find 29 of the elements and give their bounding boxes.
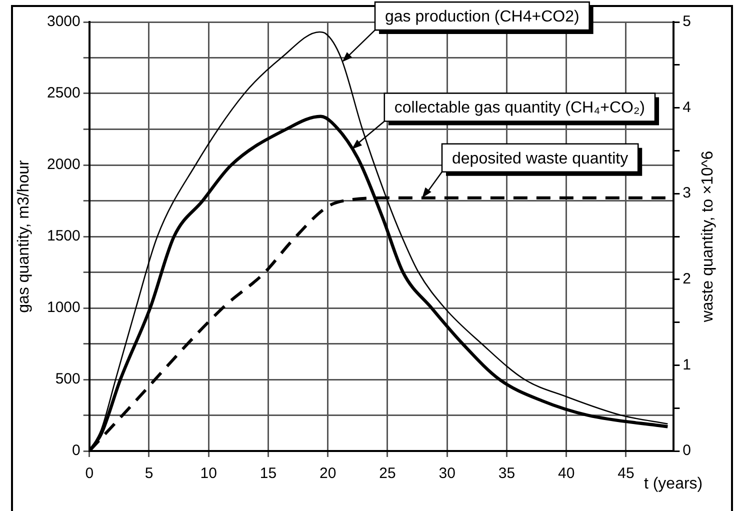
x-tick-label: 35 bbox=[498, 465, 516, 482]
y2-tick-label: 1 bbox=[682, 356, 691, 374]
x-axis-title: t (years) bbox=[644, 475, 703, 492]
y2-tick-label: 5 bbox=[682, 13, 691, 30]
y2-tick-label: 0 bbox=[682, 442, 691, 460]
y-tick-label: 1000 bbox=[46, 299, 80, 316]
annotation: deposited waste quantity bbox=[452, 150, 628, 168]
annotation: gas production (CH4+CO2) bbox=[385, 8, 580, 26]
x-tick-label: 10 bbox=[200, 465, 217, 482]
x-tick-label: 5 bbox=[144, 465, 154, 482]
y-axis-title: gas quantity, m3/hour bbox=[15, 159, 32, 313]
y2-axis-title: waste quantity, to ×10^6 bbox=[699, 150, 716, 324]
y-tick-label: 0 bbox=[72, 442, 80, 460]
y-tick-label: 3000 bbox=[46, 13, 80, 30]
x-tick-label: 30 bbox=[438, 465, 456, 482]
y-tick-label: 2000 bbox=[46, 156, 80, 174]
y2-tick-label: 2 bbox=[682, 270, 691, 288]
annotation: collectable gas quantity (CH₄+CO₂) bbox=[394, 100, 646, 117]
x-tick-label: 15 bbox=[260, 465, 277, 482]
y2-tick-label: 4 bbox=[682, 98, 691, 116]
y-tick-label: 1500 bbox=[46, 228, 80, 245]
x-tick-label: 25 bbox=[379, 465, 396, 482]
x-tick-label: 20 bbox=[320, 465, 336, 482]
y-tick-label: 500 bbox=[55, 370, 80, 388]
y2-tick-label: 3 bbox=[682, 184, 691, 202]
x-tick-label: 0 bbox=[85, 465, 94, 482]
x-tick-label: 45 bbox=[618, 465, 634, 482]
y-tick-label: 2500 bbox=[46, 84, 80, 102]
x-tick-label: 40 bbox=[558, 465, 575, 482]
